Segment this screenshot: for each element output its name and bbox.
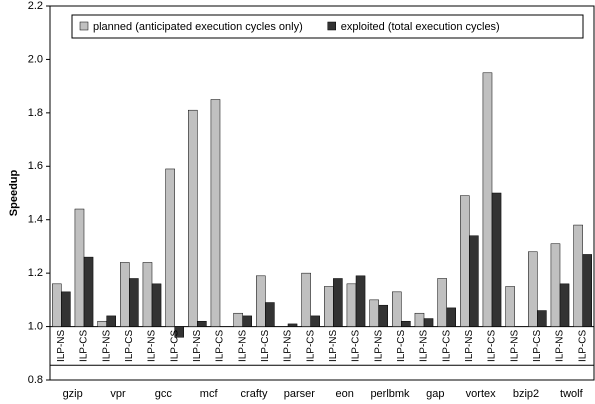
- sub-category-label: ILP-CS: [441, 329, 452, 362]
- legend-label: planned (anticipated execution cycles on…: [93, 21, 303, 33]
- y-tick-label: 1.6: [28, 160, 43, 172]
- bar: [188, 109, 198, 327]
- group-label: mcf: [200, 388, 219, 400]
- group-label: bzip2: [513, 388, 539, 400]
- bar: [491, 192, 502, 327]
- bar: [324, 286, 334, 327]
- sub-category-label: ILP-NS: [147, 329, 158, 362]
- bar: [437, 278, 447, 327]
- bar: [414, 312, 425, 327]
- sub-category-label: ILP-NS: [509, 329, 520, 362]
- sub-category-label: ILP-CS: [396, 329, 407, 362]
- group-label: twolf: [560, 388, 584, 400]
- group-label: eon: [335, 388, 353, 400]
- plot-frame: [49, 5, 595, 381]
- sub-category-label: ILP-CS: [169, 329, 180, 362]
- sub-category-label: ILP-NS: [373, 329, 384, 362]
- sub-category-label: ILP-NS: [328, 329, 339, 362]
- bar: [74, 208, 85, 327]
- group-label: gzip: [63, 388, 83, 400]
- bar: [378, 304, 388, 327]
- bar: [401, 320, 411, 327]
- bar: [333, 278, 343, 327]
- bar: [52, 283, 62, 327]
- y-tick-label: 0.8: [28, 374, 43, 386]
- bar: [537, 310, 547, 327]
- group-label: crafty: [241, 388, 268, 400]
- bar: [482, 72, 493, 327]
- bar: [242, 315, 252, 327]
- bar: [210, 99, 221, 327]
- y-tick-label: 1.4: [28, 214, 43, 226]
- bar: [265, 302, 275, 327]
- bar: [369, 299, 379, 327]
- legend-swatch: [79, 21, 89, 31]
- bar: [310, 315, 320, 327]
- group-label: gap: [426, 388, 444, 400]
- bar: [301, 272, 311, 327]
- group-label: vpr: [110, 388, 126, 400]
- bar: [151, 283, 162, 327]
- sub-category-label: ILP-CS: [351, 329, 362, 362]
- sub-category-label: ILP-CS: [305, 329, 316, 362]
- bar: [355, 275, 366, 327]
- y-tick-label: 1.8: [28, 107, 43, 119]
- bar: [106, 315, 116, 327]
- bar: [83, 256, 94, 327]
- group-label: parser: [284, 388, 316, 400]
- sub-category-label: ILP-NS: [464, 329, 475, 362]
- bar: [505, 286, 515, 327]
- bar: [550, 243, 561, 327]
- legend-label: exploited (total execution cycles): [341, 21, 500, 33]
- sub-category-label: ILP-CS: [260, 329, 271, 362]
- bar: [446, 307, 456, 327]
- y-tick-label: 2.0: [28, 53, 43, 65]
- bar: [165, 168, 175, 327]
- bar: [582, 254, 592, 327]
- bar: [528, 251, 538, 327]
- sub-category-label: ILP-CS: [487, 329, 498, 362]
- bar: [460, 195, 470, 327]
- y-tick-label: 2.2: [28, 0, 43, 12]
- sub-category-label: ILP-CS: [532, 329, 543, 362]
- sub-category-label: ILP-CS: [124, 329, 135, 362]
- sub-category-label: ILP-NS: [56, 329, 67, 362]
- bar: [469, 235, 479, 327]
- bar: [174, 326, 184, 338]
- bar: [423, 318, 434, 327]
- bar: [142, 262, 153, 327]
- sub-category-label: ILP-NS: [237, 329, 248, 362]
- sub-category-label: ILP-NS: [192, 329, 203, 362]
- y-tick-label: 1.2: [28, 267, 43, 279]
- sub-category-label: ILP-CS: [577, 329, 588, 362]
- bar: [559, 283, 570, 327]
- bar: [256, 275, 266, 327]
- bar: [573, 224, 583, 327]
- bar: [61, 291, 71, 327]
- group-label: vortex: [466, 388, 496, 400]
- sub-category-label: ILP-NS: [419, 329, 430, 362]
- y-tick-label: 1.0: [28, 320, 43, 332]
- bar: [129, 278, 139, 327]
- bar: [392, 291, 402, 327]
- sub-category-label: ILP-CS: [215, 329, 226, 362]
- bar: [197, 320, 207, 327]
- bar: [346, 283, 357, 327]
- group-label: gcc: [155, 388, 173, 400]
- bar: [97, 320, 107, 327]
- bar: [120, 262, 130, 327]
- sub-category-label: ILP-NS: [101, 329, 112, 362]
- bar: [287, 323, 298, 327]
- sub-category-label: ILP-NS: [283, 329, 294, 362]
- bar: [233, 312, 243, 327]
- group-label: perlbmk: [370, 388, 410, 400]
- legend-swatch: [327, 21, 336, 31]
- sub-category-label: ILP-CS: [79, 329, 90, 362]
- sub-category-label: ILP-NS: [555, 329, 566, 362]
- y-axis-label: Speedup: [8, 169, 20, 216]
